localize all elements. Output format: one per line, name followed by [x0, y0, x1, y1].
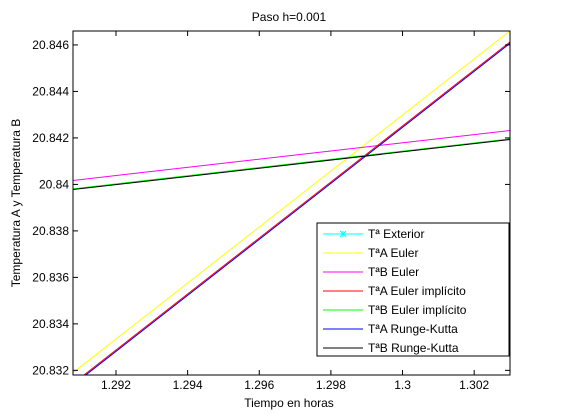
- y-tick-label: 20.836: [32, 270, 69, 284]
- y-tick-label: 20.842: [32, 131, 69, 145]
- series-line-6: [73, 139, 510, 191]
- legend-marker-0: [339, 230, 347, 238]
- series-line-2: [73, 129, 510, 181]
- series-line-3: [83, 41, 510, 375]
- series-line-1: [73, 31, 510, 374]
- y-tick-label: 20.844: [32, 84, 69, 98]
- x-axis-label: Tiempo en horas: [244, 396, 334, 410]
- legend-label-0: Tª Exterior: [368, 227, 424, 241]
- y-axis-ticks: 20.832 20.834 20.836 20.838 20.84 20.842 20.84…: [32, 38, 510, 377]
- y-tick-label: 20.832: [32, 363, 69, 377]
- x-tick-label: 1.294: [173, 378, 203, 392]
- legend-marker-stroke: [339, 230, 347, 238]
- legend-label-6: TªB Runge-Kutta: [368, 341, 459, 355]
- x-tick-label: 1.3: [394, 378, 411, 392]
- legend: Tª Exterior TªA Euler TªB Euler TªA Euler i…: [316, 222, 510, 357]
- x-tick-label: 1.302: [459, 378, 489, 392]
- series-layer: [73, 31, 510, 375]
- x-tick-label: 1.298: [316, 378, 346, 392]
- legend-label-4: TªB Euler implícito: [368, 303, 467, 317]
- plot-frame: [72, 30, 511, 376]
- y-axis-label: Temperatura A y Temperatura B: [9, 119, 23, 288]
- legend-label-5: TªA Runge-Kutta: [368, 322, 458, 336]
- y-tick-label: 20.846: [32, 38, 69, 52]
- y-tick-label: 20.834: [32, 317, 69, 331]
- legend-label-2: TªB Euler: [368, 265, 419, 279]
- legend-box: [316, 222, 510, 357]
- series-line-4: [73, 138, 510, 190]
- y-tick-label: 20.84: [39, 177, 69, 191]
- series-line-5: [84, 42, 510, 375]
- x-tick-label: 1.296: [244, 378, 274, 392]
- legend-label-3: TªA Euler implícito: [368, 284, 466, 298]
- y-tick-label: 20.838: [32, 224, 69, 238]
- x-tick-label: 1.292: [101, 378, 131, 392]
- chart-title: Paso h=0.001: [252, 10, 327, 24]
- legend-label-1: TªA Euler: [368, 246, 418, 260]
- x-axis-ticks: 1.292 1.294 1.296 1.298 1.3 1.302: [101, 31, 490, 392]
